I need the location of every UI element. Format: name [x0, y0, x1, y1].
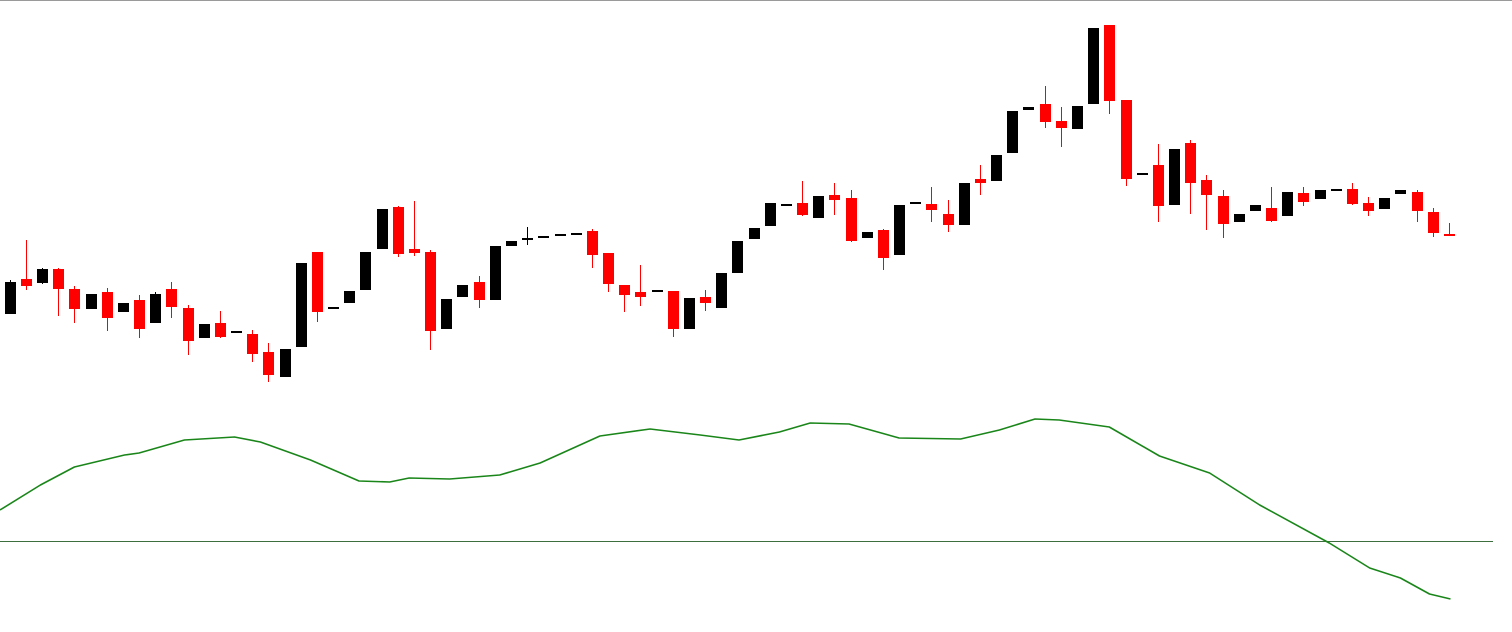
candle-body	[1040, 104, 1051, 122]
candle-body	[1056, 121, 1067, 128]
candle-body	[1153, 165, 1164, 206]
candle-body	[910, 202, 921, 204]
candle-body	[312, 252, 323, 312]
candle-body	[1395, 190, 1406, 194]
candle-body	[1137, 173, 1148, 175]
candle-body	[829, 195, 840, 200]
candle-body	[587, 231, 598, 255]
candle-body	[749, 228, 760, 239]
candle-body	[943, 214, 954, 225]
candle-body	[280, 349, 291, 377]
candle-body	[5, 282, 16, 314]
candle-body	[21, 279, 32, 286]
indicator-panel	[0, 418, 1493, 600]
candle-body	[328, 307, 339, 309]
candle-body	[118, 303, 129, 312]
candle-body	[344, 291, 355, 303]
candle-body	[975, 179, 986, 183]
candle-body	[1347, 189, 1358, 204]
candle-body	[490, 246, 501, 300]
candle-body	[1282, 192, 1293, 216]
candle-body	[571, 233, 582, 235]
candle-body	[1023, 107, 1034, 110]
candle-body	[1412, 192, 1423, 211]
candle-body	[1007, 111, 1018, 153]
candle-body	[1444, 234, 1455, 236]
candle-body	[1250, 205, 1261, 211]
candle-body	[797, 203, 808, 215]
candle-body	[732, 241, 743, 273]
candle-body	[1315, 190, 1326, 199]
candle-body	[538, 236, 549, 238]
candle-body	[1331, 189, 1342, 191]
candle-body	[603, 253, 614, 284]
candle-body	[668, 291, 679, 329]
candle-body	[716, 273, 727, 308]
candle-body	[1363, 203, 1374, 211]
candle-body	[1218, 196, 1229, 224]
candle-body	[1234, 214, 1245, 222]
price-panel	[5, 25, 1455, 382]
candle-body	[1104, 25, 1115, 101]
candle-body	[1169, 149, 1180, 205]
candle-body	[959, 183, 970, 225]
candle-body	[1298, 193, 1309, 202]
candle-body	[441, 299, 452, 329]
candle-body	[150, 294, 161, 323]
candle-body	[69, 289, 80, 309]
candle-body	[134, 300, 145, 329]
candle-body	[53, 269, 64, 289]
candle-body	[619, 285, 630, 295]
candle-body	[1121, 100, 1132, 179]
candle-body	[1072, 106, 1083, 129]
candle-body	[522, 238, 533, 240]
candle-body	[781, 204, 792, 206]
candle-body	[247, 334, 258, 354]
candle-body	[296, 263, 307, 347]
candle-body	[846, 198, 857, 241]
candle-body	[894, 205, 905, 255]
candle-body	[1088, 28, 1099, 104]
candle-body	[1185, 143, 1196, 183]
candle-body	[474, 282, 485, 300]
candle-body	[199, 324, 210, 338]
candle-body	[263, 352, 274, 375]
candle-body	[166, 289, 177, 307]
candle-body	[86, 294, 97, 309]
candle-body	[409, 249, 420, 253]
candle-body	[813, 196, 824, 218]
candle-body	[425, 252, 436, 331]
candle-body	[377, 209, 388, 249]
candle-body	[765, 203, 776, 226]
candle-body	[360, 252, 371, 290]
candle-body	[102, 292, 113, 318]
candle-body	[862, 232, 873, 238]
candle-body	[878, 230, 889, 258]
candle-body	[652, 290, 663, 292]
candle-body	[215, 323, 226, 337]
candle-body	[1379, 198, 1390, 209]
candle-body	[635, 292, 646, 297]
candle-body	[393, 207, 404, 254]
candle-body	[506, 241, 517, 246]
candle-body	[700, 297, 711, 303]
candle-body	[991, 155, 1002, 181]
candle-body	[1266, 208, 1277, 221]
candle-body	[1428, 212, 1439, 233]
candle-body	[457, 285, 468, 297]
candle-body	[1201, 180, 1212, 195]
candle-body	[183, 308, 194, 341]
candle-body	[231, 331, 242, 333]
candle-body	[37, 269, 48, 283]
candle-body	[555, 234, 566, 236]
candle-body	[926, 204, 937, 210]
indicator-line	[0, 418, 1451, 600]
candle-body	[684, 298, 695, 329]
